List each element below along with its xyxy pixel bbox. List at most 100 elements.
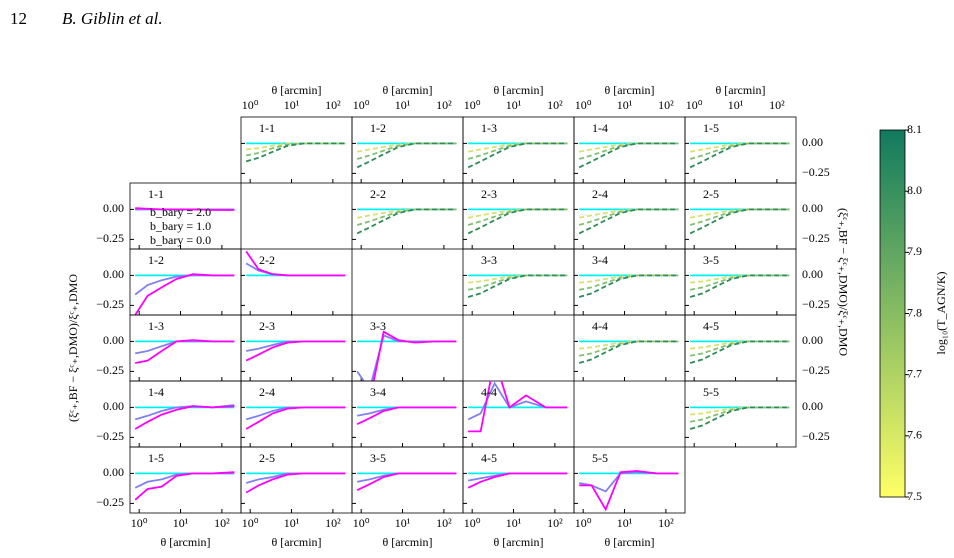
x-tick-label: 10² <box>325 98 341 112</box>
series-line <box>467 142 568 169</box>
y-tick-label: 0.00 <box>103 267 124 281</box>
colorbar <box>879 129 906 498</box>
colorbar-tick-label: 7.9 <box>907 244 922 258</box>
colorbar-tick-label: 7.5 <box>907 489 922 503</box>
legend-entry: b_bary = 2.0 <box>150 205 211 219</box>
panel-frame <box>240 248 353 316</box>
series-line <box>356 208 457 235</box>
series-line <box>689 208 790 226</box>
plot-area <box>467 274 568 298</box>
panel-label: 2-4 <box>592 187 608 201</box>
series-line <box>578 274 679 291</box>
legend-entry: b_bary = 1.0 <box>150 219 211 233</box>
series-line <box>245 472 346 494</box>
plot-area <box>578 208 679 235</box>
y-tick-label: 0.00 <box>103 465 124 479</box>
plot-area <box>356 406 457 426</box>
x-tick-label: 10⁰ <box>242 516 259 530</box>
series-line <box>579 470 679 512</box>
series-line <box>134 339 235 364</box>
panel-frame <box>462 446 575 514</box>
y-tick-label: −0.25 <box>802 297 830 311</box>
series-line <box>578 208 679 235</box>
series-line <box>467 274 568 291</box>
series-line <box>467 472 568 482</box>
series-line <box>689 142 790 153</box>
series-line <box>579 340 679 350</box>
colorbar-tick-label: 8.1 <box>907 122 922 136</box>
series-line <box>356 142 457 160</box>
series-line <box>372 330 457 381</box>
colorbar-tick-label: 7.8 <box>907 305 922 319</box>
series-line <box>356 406 457 426</box>
series-line <box>689 340 790 357</box>
x-axis-label: θ [arcmin] <box>604 535 654 549</box>
plot-area <box>356 472 457 492</box>
series-line <box>467 274 568 298</box>
x-tick-label: 10² <box>214 516 230 530</box>
series-line <box>468 274 568 284</box>
x-tick-label: 10¹ <box>506 98 522 112</box>
x-tick-label: 10² <box>547 516 563 530</box>
panel-label: 2-2 <box>259 253 275 267</box>
series-line <box>689 406 790 430</box>
y-tick-label: 0.00 <box>802 201 823 215</box>
series-line <box>578 142 679 153</box>
plot-area <box>134 339 235 364</box>
series-line <box>246 142 346 151</box>
panel-frame <box>129 446 242 514</box>
series-line <box>356 406 457 417</box>
x-tick-label: 10⁰ <box>575 516 592 530</box>
panel-label: 3-5 <box>370 451 386 465</box>
y-tick-label: −0.25 <box>96 429 124 443</box>
plot-area <box>245 406 346 430</box>
series-line <box>245 142 346 157</box>
y-tick-label: −0.25 <box>802 429 830 443</box>
panel-label: 3-4 <box>592 253 608 267</box>
panel-label: 1-1 <box>148 187 164 201</box>
plot-area <box>578 470 679 512</box>
series-line <box>689 406 790 423</box>
series-line <box>467 208 568 226</box>
plot-area <box>245 142 346 163</box>
panel-label: 1-5 <box>703 121 719 135</box>
y-tick-label: 0.00 <box>103 399 124 413</box>
x-tick-label: 10⁰ <box>131 516 148 530</box>
y-tick-label: −0.25 <box>96 363 124 377</box>
running-head: B. Giblin et al. <box>62 9 163 28</box>
plot-area <box>578 274 679 298</box>
panel-label: 4-4 <box>592 319 608 333</box>
x-tick-label: 10⁰ <box>242 98 259 112</box>
series-line <box>689 274 790 291</box>
panel-label: 2-3 <box>259 319 275 333</box>
plot-area <box>245 472 346 494</box>
series-line <box>578 208 679 219</box>
series-line <box>578 208 679 226</box>
plot-area <box>245 250 346 277</box>
panel-frame <box>129 314 242 382</box>
y-tick-label: −0.25 <box>802 363 830 377</box>
series-line <box>689 208 790 235</box>
panel-frame <box>129 380 242 448</box>
colorbar-tick-label: 7.7 <box>907 366 922 380</box>
panel-label: 2-5 <box>259 451 275 465</box>
panel-frame <box>351 314 464 382</box>
y-axis-label-right: (ξᶜ₊,BF − ξᶜ₊,DMO)/ξᶜ₊,DMO <box>836 208 850 356</box>
x-tick-label: 10¹ <box>173 516 189 530</box>
y-tick-label: −0.25 <box>96 495 124 509</box>
panel-label: 3-4 <box>370 385 386 399</box>
x-axis-label: θ [arcmin] <box>271 535 321 549</box>
series-line <box>689 142 790 169</box>
series-line <box>690 340 790 350</box>
x-tick-label: 10⁰ <box>464 98 481 112</box>
plot-area <box>467 142 568 169</box>
series-line <box>134 472 235 489</box>
series-line <box>245 340 346 362</box>
series-line <box>467 142 568 160</box>
panel-frame <box>573 446 686 514</box>
x-axis-label: θ [arcmin] <box>382 535 432 549</box>
x-axis-label: θ [arcmin] <box>382 83 432 97</box>
plot-area <box>134 471 235 501</box>
plot-area <box>356 142 457 169</box>
panel-label: 5-5 <box>592 451 608 465</box>
